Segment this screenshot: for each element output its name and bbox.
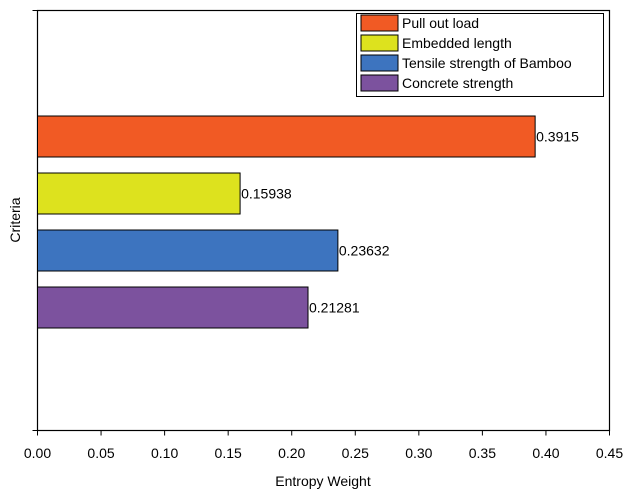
x-tick-label: 0.20 bbox=[278, 445, 305, 461]
legend-swatch-2 bbox=[360, 54, 399, 72]
legend-swatch-1 bbox=[360, 34, 399, 52]
legend-swatch-0 bbox=[360, 14, 399, 32]
x-tick-label: 0.45 bbox=[596, 445, 623, 461]
bar-3 bbox=[37, 286, 309, 329]
bar-value-label-2: 0.23632 bbox=[339, 243, 390, 259]
bar-1 bbox=[37, 172, 241, 215]
legend-label-3: Concrete strength bbox=[402, 75, 513, 91]
x-tick-label: 0.05 bbox=[87, 445, 114, 461]
x-tick-label: 0.40 bbox=[532, 445, 559, 461]
bar-value-label-3: 0.21281 bbox=[309, 300, 360, 316]
x-tick-label: 0.00 bbox=[24, 445, 51, 461]
legend-label-2: Tensile strength of Bamboo bbox=[402, 55, 572, 71]
bar-2 bbox=[37, 229, 339, 272]
legend-swatch-3 bbox=[360, 74, 399, 92]
legend-label-1: Embedded length bbox=[402, 35, 512, 51]
legend: Pull out load Embedded length Tensile stre… bbox=[356, 13, 604, 97]
x-tick-label: 0.25 bbox=[342, 445, 369, 461]
y-axis-label: Criteria bbox=[7, 197, 23, 242]
bar-value-label-1: 0.15938 bbox=[241, 186, 292, 202]
plot-frame bbox=[36, 9, 611, 432]
legend-label-0: Pull out load bbox=[402, 15, 479, 31]
x-tick-label: 0.30 bbox=[405, 445, 432, 461]
x-tick-label: 0.15 bbox=[215, 445, 242, 461]
x-axis-label: Entropy Weight bbox=[275, 473, 371, 489]
bar-value-label-0: 0.3915 bbox=[536, 129, 579, 145]
bar-0 bbox=[37, 115, 536, 158]
x-tick-label: 0.10 bbox=[151, 445, 178, 461]
x-tick-label: 0.35 bbox=[469, 445, 496, 461]
